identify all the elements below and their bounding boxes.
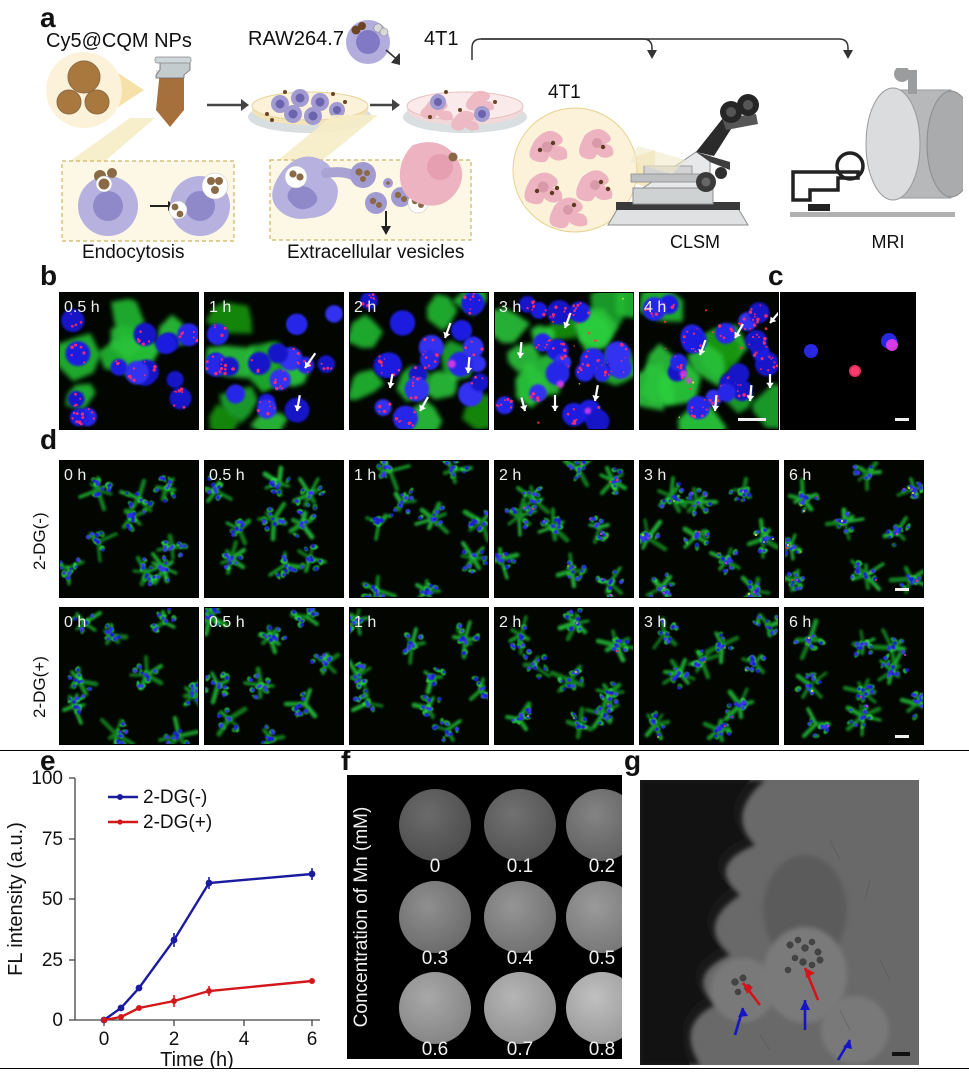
svg-text:4 h: 4 h [644, 299, 666, 316]
svg-text:0.1: 0.1 [507, 856, 533, 877]
svg-text:FL intensity (a.u.): FL intensity (a.u.) [5, 822, 27, 976]
svg-text:Concentration of Mn (mM): Concentration of Mn (mM) [351, 807, 372, 1028]
svg-text:2-DG(-): 2-DG(-) [143, 787, 207, 808]
svg-text:1 h: 1 h [354, 467, 376, 484]
svg-text:0: 0 [52, 1010, 63, 1031]
svg-text:3 h: 3 h [499, 299, 521, 316]
svg-text:2: 2 [169, 1029, 180, 1050]
svg-text:100: 100 [31, 768, 63, 789]
svg-text:0.6: 0.6 [422, 1039, 448, 1059]
svg-text:0.3: 0.3 [422, 948, 448, 969]
svg-text:0.7: 0.7 [507, 1039, 533, 1059]
svg-text:3 h: 3 h [644, 467, 666, 484]
svg-text:2 h: 2 h [354, 299, 376, 316]
svg-text:6: 6 [307, 1029, 318, 1050]
svg-text:1 h: 1 h [209, 299, 231, 316]
svg-text:0.5 h: 0.5 h [209, 614, 245, 631]
svg-text:0.5: 0.5 [589, 948, 615, 969]
svg-text:6 h: 6 h [789, 467, 811, 484]
svg-text:25: 25 [42, 950, 63, 971]
svg-text:3 h: 3 h [644, 614, 666, 631]
svg-text:2 h: 2 h [499, 467, 521, 484]
svg-text:4: 4 [239, 1029, 250, 1050]
svg-text:0: 0 [430, 856, 441, 877]
svg-text:0 h: 0 h [64, 467, 86, 484]
svg-text:75: 75 [42, 829, 63, 850]
svg-text:50: 50 [42, 889, 63, 910]
svg-text:0.5 h: 0.5 h [209, 467, 245, 484]
svg-text:2-DG(+): 2-DG(+) [143, 812, 212, 833]
svg-text:0.5 h: 0.5 h [64, 299, 100, 316]
svg-text:0 h: 0 h [64, 614, 86, 631]
svg-text:1 h: 1 h [354, 614, 376, 631]
svg-text:0.8: 0.8 [589, 1039, 615, 1059]
svg-text:0: 0 [99, 1029, 110, 1050]
svg-text:0.4: 0.4 [507, 948, 534, 969]
svg-text:2 h: 2 h [499, 614, 521, 631]
svg-text:Time (h): Time (h) [160, 1049, 234, 1068]
svg-text:6 h: 6 h [789, 614, 811, 631]
svg-text:0.2: 0.2 [589, 856, 615, 877]
